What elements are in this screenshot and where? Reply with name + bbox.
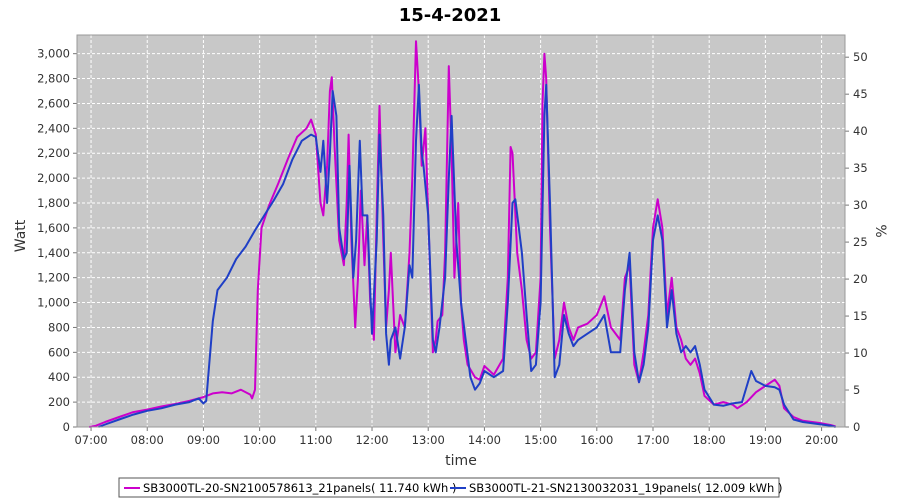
x-tick-label: 09:00 xyxy=(187,433,220,447)
x-tick-label: 13:00 xyxy=(412,433,445,447)
legend-label-series-1: SB3000TL-20-SN2100578613_21panels( 11.74… xyxy=(143,481,456,495)
y-tick-label: 1,600 xyxy=(37,221,70,235)
y2-tick-label: 20 xyxy=(853,272,868,286)
x-tick-label: 18:00 xyxy=(693,433,726,447)
y2-tick-label: 0 xyxy=(853,420,860,434)
x-tick-label: 17:00 xyxy=(636,433,669,447)
plot-area xyxy=(77,35,845,427)
y2-tick-label: 5 xyxy=(853,383,860,397)
legend-label-series-2: SB3000TL-21-SN2130032031_19panels( 12.00… xyxy=(469,481,782,495)
y-tick-label: 0 xyxy=(63,420,70,434)
y2-axis-tick-labels: 0 5 10 15 20 25 30 35 40 45 50 xyxy=(853,50,868,434)
y-tick-label: 800 xyxy=(48,320,70,334)
x-tick-label: 10:00 xyxy=(243,433,276,447)
legend-box xyxy=(118,477,780,498)
y-tick-label: 600 xyxy=(48,345,70,359)
y2-tick-label: 50 xyxy=(853,50,868,64)
x-tick-label: 14:00 xyxy=(468,433,501,447)
x-tick-label: 11:00 xyxy=(299,433,332,447)
x-tick-label: 07:00 xyxy=(74,433,107,447)
grid xyxy=(77,35,845,428)
y-tick-label: 2,200 xyxy=(37,146,70,160)
x-tick-label: 20:00 xyxy=(805,433,838,447)
y2-tick-label: 45 xyxy=(853,87,868,101)
x-tick-label: 12:00 xyxy=(355,433,388,447)
x-axis-tick-labels: 07:00 08:00 09:00 10:00 11:00 12:00 13:00 14:00… xyxy=(74,433,838,447)
x-tick-label: 16:00 xyxy=(580,433,613,447)
y2-axis-title: % xyxy=(872,224,888,237)
legend: SB3000TL-20-SN2100578613_21panels( 11.74… xyxy=(118,477,782,498)
y2-tick-label: 15 xyxy=(853,309,868,323)
chart-title: 15-4-2021 xyxy=(399,5,502,26)
y-tick-label: 2,000 xyxy=(37,171,70,185)
y-tick-label: 2,400 xyxy=(37,121,70,135)
y-tick-label: 1,200 xyxy=(37,271,70,285)
axes xyxy=(73,34,849,431)
x-axis-title: time xyxy=(445,453,477,469)
x-tick-label: 08:00 xyxy=(131,433,164,447)
y-tick-label: 3,000 xyxy=(37,47,70,61)
y-tick-label: 400 xyxy=(48,370,70,384)
series-line-2 xyxy=(98,83,836,428)
y-tick-label: 1,400 xyxy=(37,246,70,260)
y2-tick-label: 40 xyxy=(853,124,868,138)
y-tick-label: 200 xyxy=(48,395,70,409)
series-lines xyxy=(89,40,836,428)
y-tick-label: 2,800 xyxy=(37,72,70,86)
y-tick-label: 2,600 xyxy=(37,96,70,110)
y2-tick-label: 30 xyxy=(853,198,868,212)
y-tick-label: 1,800 xyxy=(37,196,70,210)
y-tick-label: 1,000 xyxy=(37,296,70,310)
y2-tick-label: 25 xyxy=(853,235,868,249)
x-tick-label: 19:00 xyxy=(749,433,782,447)
y-axis-tick-labels: 0 200 400 600 800 1,000 1,200 1,400 1,600 1,800 2,… xyxy=(37,47,70,434)
y-axis-title: Watt xyxy=(13,219,29,252)
x-tick-label: 15:00 xyxy=(524,433,557,447)
y2-tick-label: 10 xyxy=(853,346,868,360)
y2-tick-label: 35 xyxy=(853,161,868,175)
plot-border xyxy=(76,34,846,428)
